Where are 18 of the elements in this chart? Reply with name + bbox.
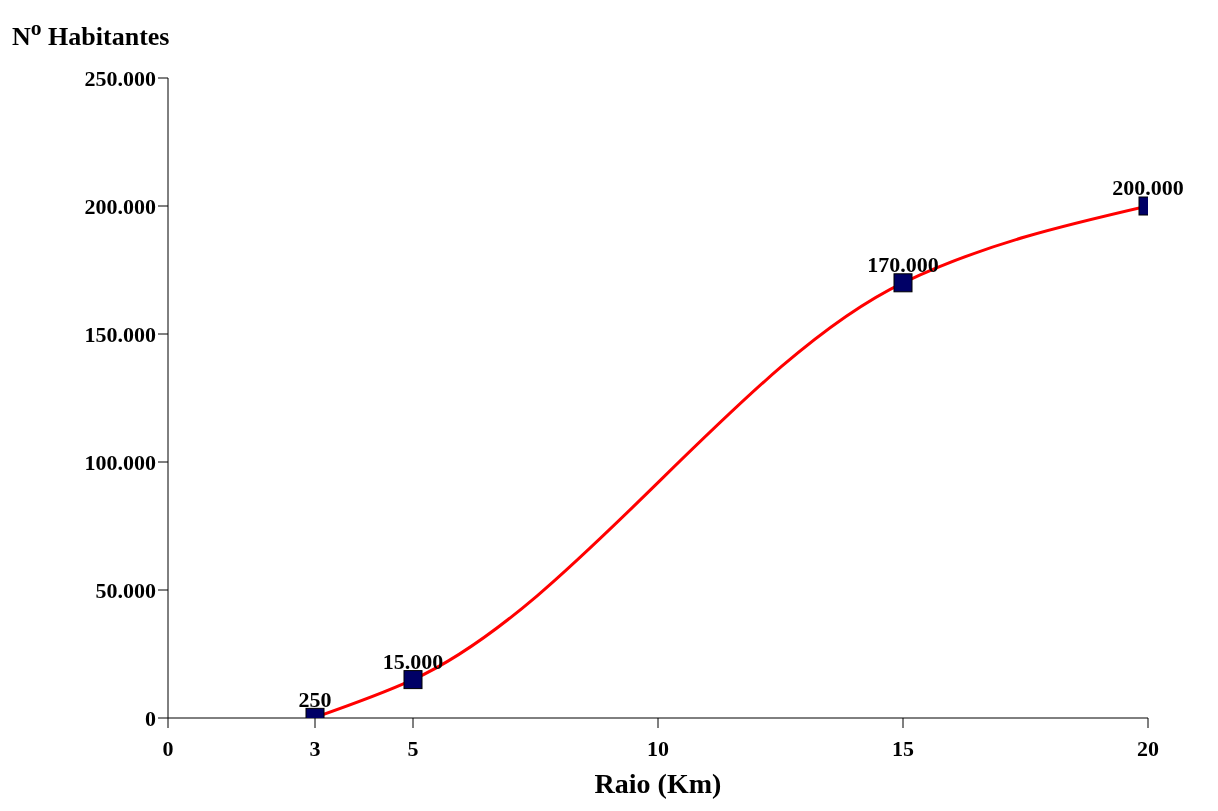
data-label: 15.000 (382, 649, 444, 675)
y-tick-label: 200.000 (84, 193, 156, 219)
y-tick-label: 100.000 (84, 449, 156, 475)
x-tick-label: 5 (407, 736, 419, 761)
data-label: 250 (298, 686, 332, 712)
x-tick-label: 15 (892, 736, 914, 761)
y-tick-label: 150.000 (84, 321, 156, 347)
y-tick-label: 0 (145, 705, 156, 731)
y-axis-title: N$^{o}$ Habitantes (12, 16, 170, 52)
x-tick-label: 3 (309, 736, 321, 761)
data-label: 200.000 (1112, 175, 1184, 201)
x-tick-label: 20 (1137, 736, 1159, 761)
y-tick-label: 250.000 (84, 65, 156, 91)
y-tick-label: 50.000 (95, 577, 156, 603)
data-label: 170.000 (867, 252, 939, 278)
x-tick-label: 10 (647, 736, 669, 761)
x-axis-title: Raio (Km) (594, 768, 722, 799)
x-tick-label: 0 (162, 736, 174, 761)
